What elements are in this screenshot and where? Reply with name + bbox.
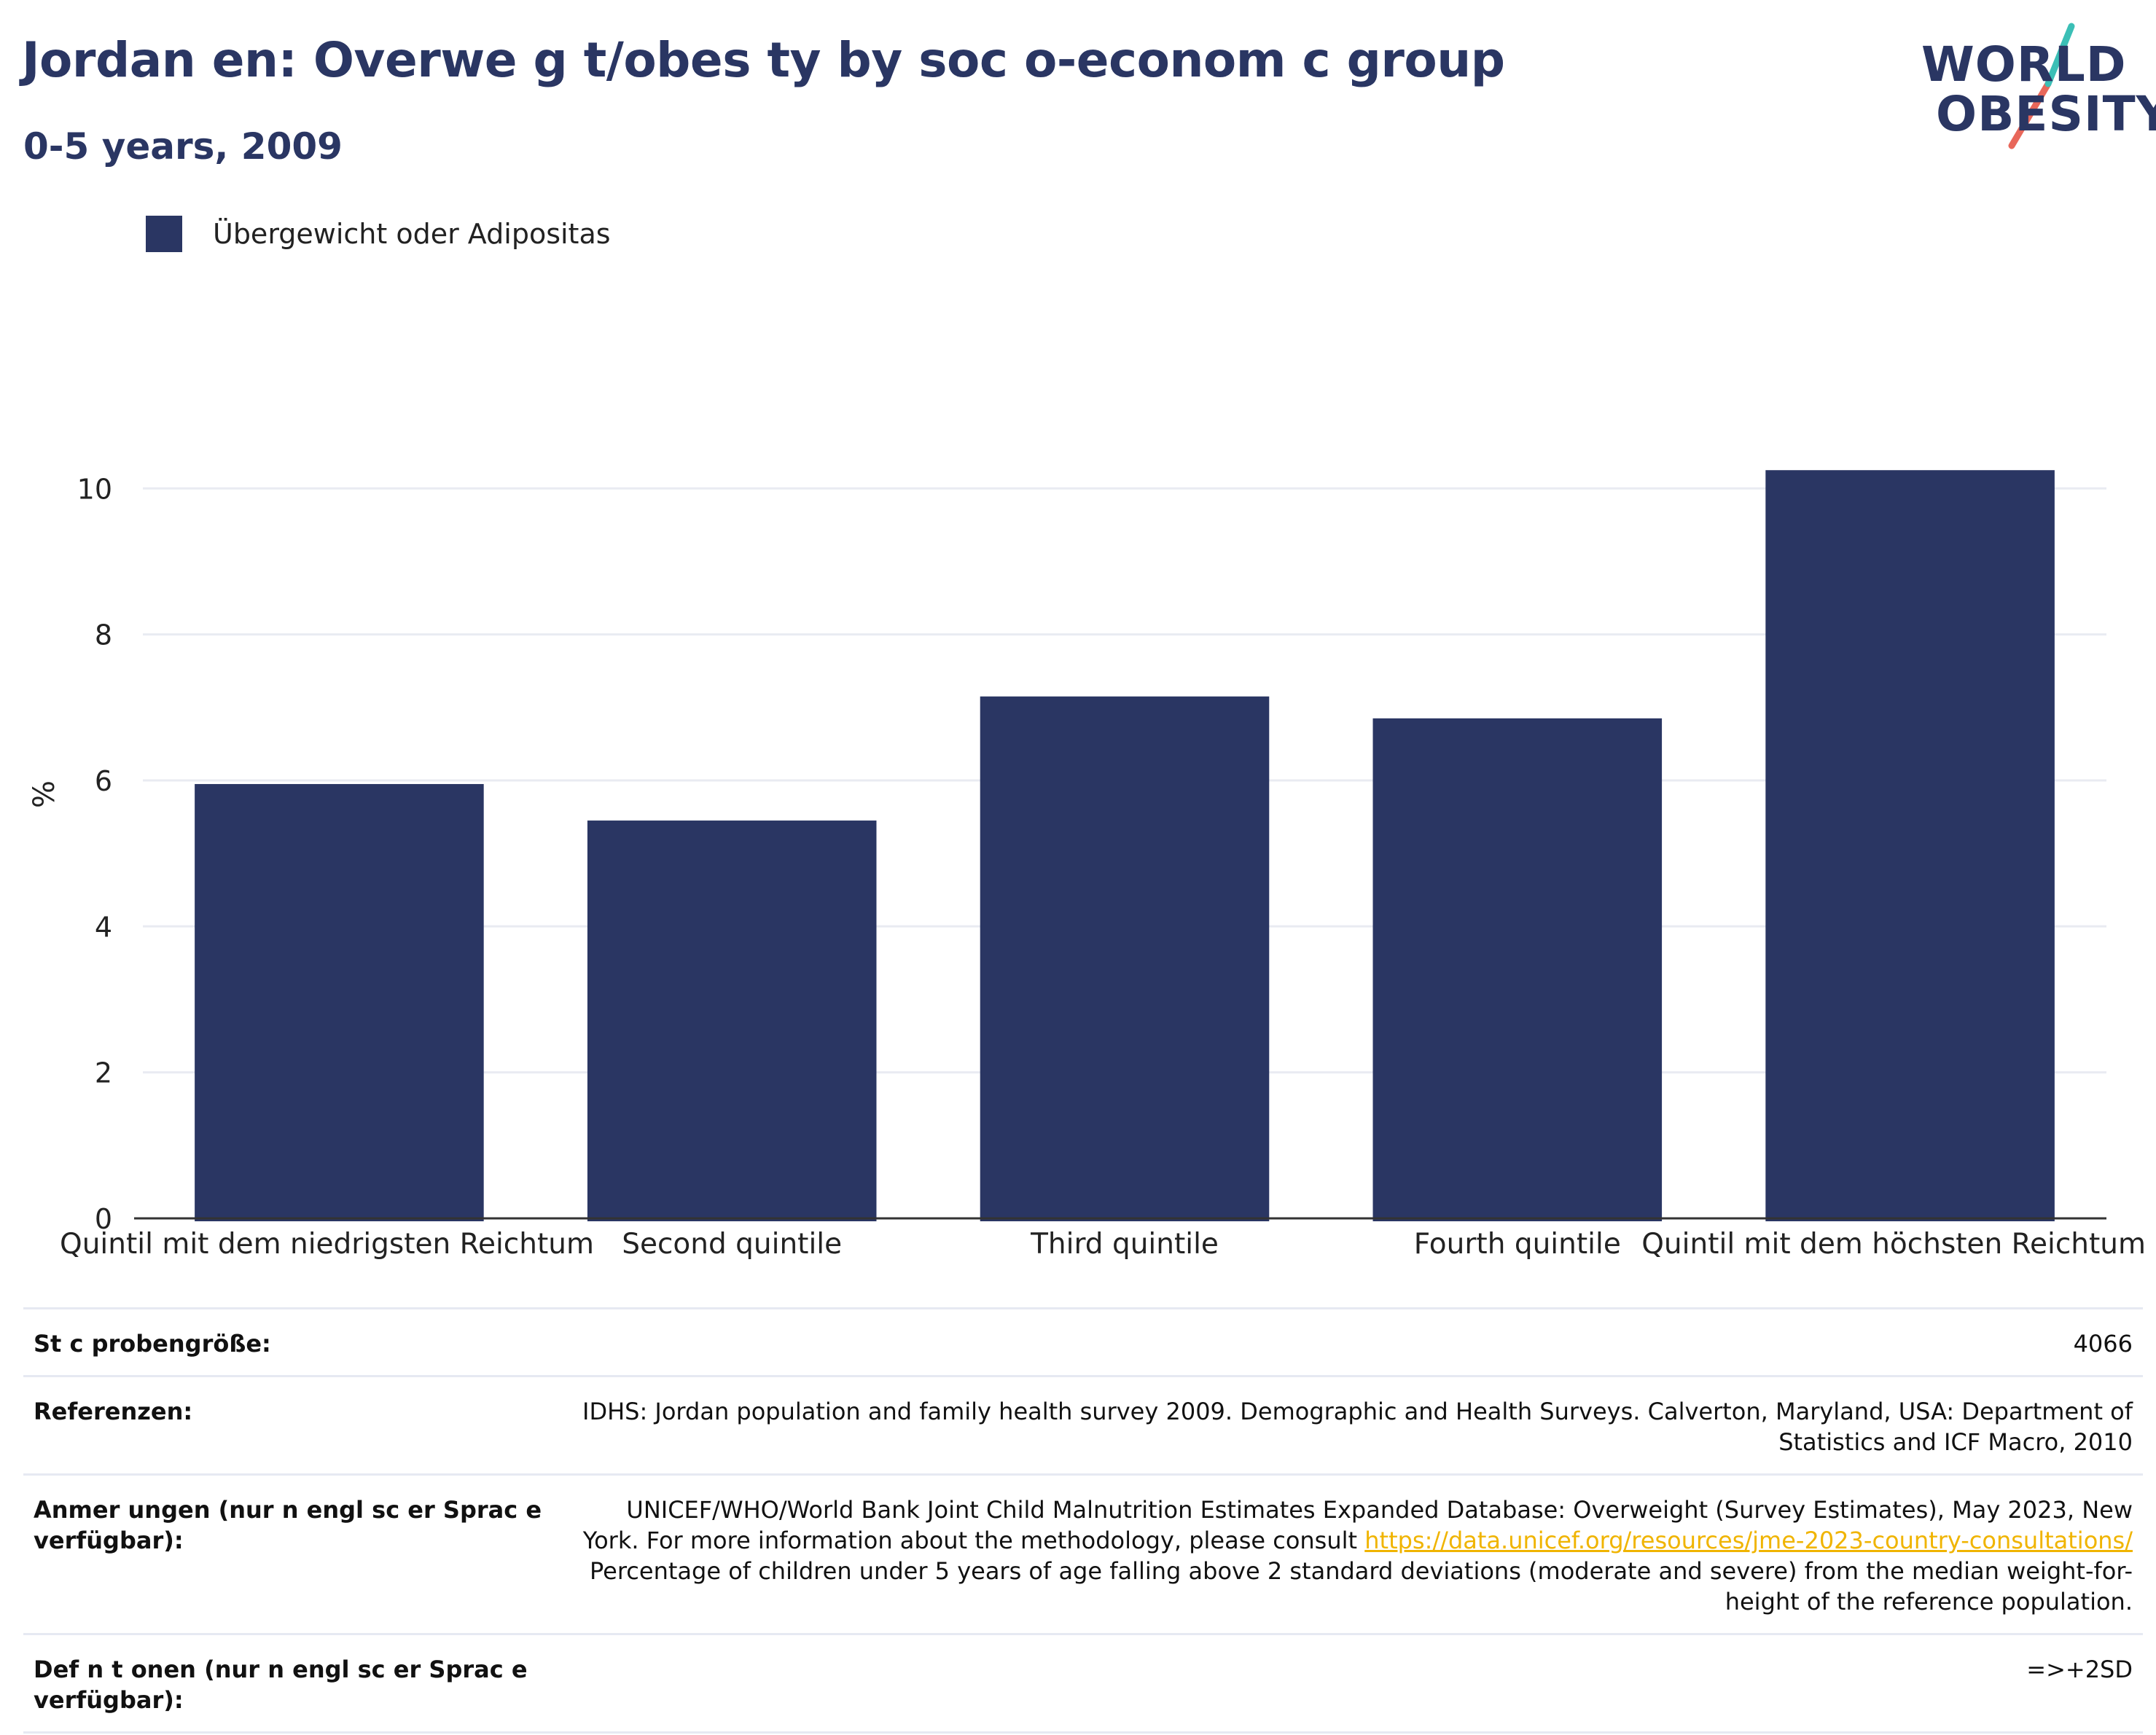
bars <box>195 470 2055 1221</box>
legend-swatch <box>146 216 182 252</box>
meta-notes-text: UNICEF/WHO/World Bank Joint Child Malnut… <box>582 1496 2133 1554</box>
legend-label: Übergewicht oder Adipositas <box>213 218 611 250</box>
y-tick-label: 0 <box>95 1203 112 1235</box>
chart-subtitle: 0-5 years, 2009 <box>23 125 343 168</box>
logo-text-obesity: OBESITY <box>1936 86 2156 142</box>
bar-chart: 0 2 4 6 8 10 Quintil mit dem niedrigsten Reich… <box>28 470 2146 1261</box>
y-tick-label: 6 <box>95 765 112 797</box>
x-tick-label: Quintil mit dem höchsten Reichtum <box>1641 1228 2146 1261</box>
logo-text-world: WORLD <box>1921 36 2127 93</box>
x-tick-label: Quintil mit dem niedrigsten Reichtum <box>60 1228 594 1261</box>
meta-label-references: Referenzen: <box>34 1398 193 1425</box>
y-tick-label: 4 <box>95 911 112 943</box>
y-tick-label: 2 <box>95 1057 112 1089</box>
bar <box>1372 718 1663 1221</box>
meta-value-sample-size: 4066 <box>2073 1330 2133 1358</box>
axes: 0 2 4 6 8 10 Quintil mit dem niedrigsten Reich… <box>60 473 2146 1261</box>
world-obesity-logo: WORLD OBESITY <box>1902 22 2156 153</box>
bar <box>1765 470 2055 1221</box>
y-tick-label: 8 <box>95 619 112 651</box>
bar <box>980 696 1270 1221</box>
x-tick-label: Fourth quintile <box>1414 1228 1621 1261</box>
meta-value-references: IDHS: Jordan population and family healt… <box>582 1398 2133 1456</box>
logo-teal-stroke <box>2044 23 2075 87</box>
meta-notes-definition: Percentage of children under 5 years of … <box>590 1557 2133 1615</box>
y-axis-label: % <box>28 780 61 808</box>
x-tick-label: Second quintile <box>622 1228 842 1261</box>
meta-value-definitions: =>+2SD <box>2026 1656 2133 1683</box>
logo-coral-stroke <box>2008 80 2052 149</box>
meta-row-sample-size: St c probengröße: 4066 <box>23 1308 2143 1376</box>
meta-value-notes: UNICEF/WHO/World Bank Joint Child Malnut… <box>554 1475 2143 1634</box>
meta-label-notes: Anmer ungen (nur n engl sc er Sprac e ve… <box>34 1496 542 1554</box>
logo-slash-icon <box>2008 23 2075 149</box>
meta-notes-link[interactable]: https://data.unicef.org/resources/jme-20… <box>1364 1527 2133 1554</box>
metadata-table: St c probengröße: 4066 Referenzen: IDHS:… <box>23 1307 2143 1734</box>
x-tick-label: Third quintile <box>1030 1228 1219 1261</box>
bar <box>587 820 877 1221</box>
legend: Übergewicht oder Adipositas <box>146 216 611 252</box>
meta-row-notes: Anmer ungen (nur n engl sc er Sprac e ve… <box>23 1474 2143 1634</box>
meta-row-definitions: Def n t onen (nur n engl sc er Sprac e v… <box>23 1634 2143 1733</box>
meta-label-sample-size: St c probengröße: <box>34 1330 271 1358</box>
chart-title: Jordan en: Overwe g t/obes ty by soc o-e… <box>22 32 1505 88</box>
y-tick-label: 10 <box>77 473 112 505</box>
meta-label-definitions: Def n t onen (nur n engl sc er Sprac e v… <box>34 1656 528 1714</box>
bar <box>195 783 484 1221</box>
meta-row-references: Referenzen: IDHS: Jordan population and … <box>23 1376 2143 1475</box>
